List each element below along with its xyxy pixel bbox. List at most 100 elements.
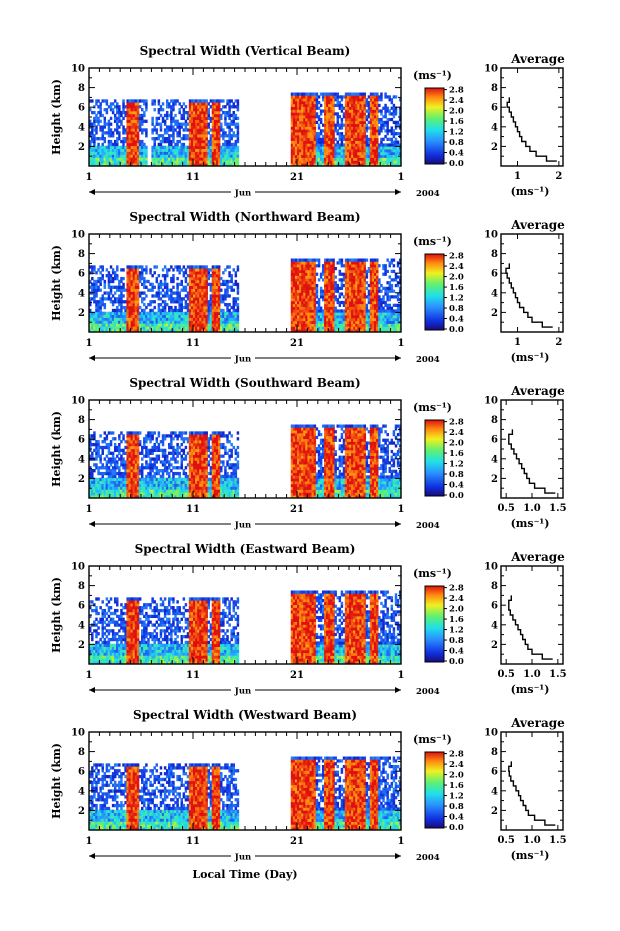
heatmap-cell [197, 311, 200, 316]
heatmap-cell [172, 311, 175, 316]
heatmap-cell [382, 137, 385, 141]
heatmap-cell [346, 292, 350, 296]
heatmap-cell [294, 160, 298, 164]
heatmap-cell [301, 329, 304, 333]
heatmap-cell [134, 288, 138, 292]
heatmap-cell [388, 157, 391, 161]
heatmap-cell [340, 134, 344, 139]
heatmap-cell [292, 266, 296, 271]
heatmap-cell [105, 163, 109, 167]
heatmap-cell [357, 258, 360, 262]
heatmap-cell [328, 154, 331, 158]
heatmap-cell [132, 116, 136, 121]
heatmap-cell [120, 279, 123, 284]
heatmap-cell [136, 300, 140, 304]
heatmap-cell [172, 134, 175, 138]
heatmap-cell [384, 129, 387, 133]
heatmap-cell [332, 281, 335, 285]
heatmap-cell [99, 305, 102, 310]
heatmap-cell [321, 146, 325, 150]
heatmap-cell [159, 113, 163, 118]
heatmap-cell [113, 291, 117, 295]
heatmap-cell [109, 122, 113, 126]
heatmap-cell [141, 308, 144, 313]
heatmap-cell [319, 315, 323, 319]
heatmap-cell [105, 329, 109, 333]
heatmap-cell [111, 157, 115, 161]
heatmap-cell [319, 129, 323, 133]
heatmap-cell [307, 298, 310, 302]
heatmap-cell [111, 326, 115, 330]
heatmap-cell [311, 283, 315, 288]
heatmap-cell [99, 265, 102, 269]
heatmap-cell [136, 113, 140, 118]
heatmap-cell [392, 112, 396, 116]
heatmap-cell [365, 103, 369, 108]
heatmap-cell [236, 285, 240, 289]
heatmap-cell [165, 294, 169, 298]
heatmap-cell [226, 110, 229, 115]
heatmap-cell [180, 137, 183, 141]
heatmap-cell [334, 157, 337, 161]
heatmap-cell [199, 108, 202, 112]
heatmap-cell [344, 112, 348, 116]
heatmap-cell [120, 311, 123, 316]
heatmap-cell [324, 126, 327, 130]
heatmap-cell [357, 163, 360, 167]
heatmap-cell [236, 134, 240, 138]
heatmap-cell [344, 298, 348, 302]
heatmap-cell [170, 317, 173, 321]
heatmap-cell [143, 279, 146, 284]
heatmap-cell [165, 163, 169, 167]
heatmap-cell [292, 132, 296, 136]
heatmap-cell [317, 123, 321, 127]
heatmap-cell [134, 102, 138, 106]
heatmap-cell [145, 271, 148, 275]
heatmap-cell [390, 154, 394, 158]
heatmap-cell [170, 151, 173, 155]
heatmap-cell [155, 122, 159, 126]
heatmap-cell [124, 288, 127, 292]
heatmap-cell [234, 323, 238, 327]
heatmap-cell [109, 274, 113, 278]
heatmap-cell [328, 320, 331, 324]
heatmap-cell [163, 326, 167, 330]
heatmap-cell [398, 109, 402, 113]
heatmap-cell [201, 154, 204, 158]
heatmap-cell [199, 99, 202, 103]
heatmap-cell [101, 145, 104, 150]
heatmap-cell [307, 129, 310, 133]
heatmap-cell [359, 117, 362, 122]
heatmap-cell [292, 115, 296, 119]
heatmap-cell [305, 329, 308, 333]
heatmap-cell [336, 289, 339, 293]
heatmap-cell [105, 154, 109, 158]
heatmap-cell [353, 300, 356, 305]
heatmap-cell [168, 160, 171, 164]
heatmap-cell [132, 305, 136, 310]
heatmap-cell [332, 100, 335, 105]
heatmap-cell [163, 128, 167, 132]
heatmap-cell [294, 295, 298, 299]
heatmap-cell [232, 122, 235, 126]
heatmap-cell [311, 117, 315, 122]
heatmap-cell [336, 129, 339, 133]
heatmap-cell [220, 113, 223, 118]
heatmap-cell [91, 110, 94, 115]
heatmap-cell [161, 300, 165, 304]
heatmap-cell [165, 311, 169, 316]
heatmap-cell [136, 291, 140, 295]
heatmap-cell [193, 291, 196, 295]
heatmap-cell [319, 326, 323, 330]
heatmap-cell [328, 281, 331, 285]
heatmap-cell [376, 163, 379, 167]
heatmap-cell [113, 128, 117, 132]
heatmap-cell [228, 311, 231, 316]
heatmap-cell [109, 142, 113, 147]
heatmap-cell [222, 271, 225, 275]
heatmap-cell [203, 160, 206, 164]
heatmap-cell [330, 109, 333, 113]
heatmap-cell [294, 163, 298, 167]
heatmap-cell [101, 320, 104, 324]
heatmap-cell [151, 154, 154, 158]
